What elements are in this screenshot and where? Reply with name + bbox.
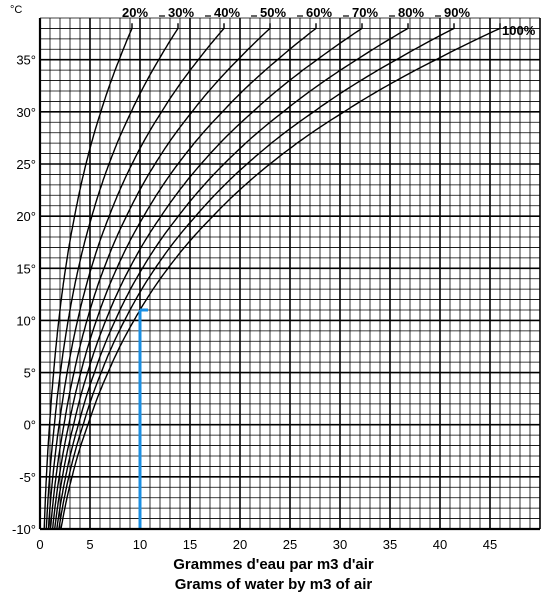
- series-label-80: 80%: [398, 5, 424, 20]
- series-label-70: 70%: [352, 5, 378, 20]
- x-tick-label: 10: [133, 537, 147, 552]
- x-axis-title-french: Grammes d'eau par m3 d'air: [173, 556, 374, 573]
- y-tick-label: -10°: [12, 522, 36, 537]
- y-tick-label: -5°: [19, 470, 36, 485]
- unit-label: °C: [10, 4, 22, 16]
- x-axis-title-english: Grams of water by m3 of air: [174, 576, 373, 593]
- x-tick-label: 35: [383, 537, 397, 552]
- y-tick-label: 0°: [24, 418, 36, 433]
- series-label-90: 90%: [444, 5, 470, 20]
- y-tick-label: 25°: [16, 157, 36, 172]
- humidity-curve-100: [60, 23, 501, 530]
- y-tick-label: 15°: [16, 261, 36, 276]
- x-tick-label: 5: [86, 537, 93, 552]
- humidity-curve-60: [51, 23, 317, 530]
- series-label-50: 50%: [260, 5, 286, 20]
- y-tick-label: 20°: [16, 209, 36, 224]
- chart-curves: [43, 23, 501, 530]
- series-label-40: 40%: [214, 5, 240, 20]
- x-tick-label: 15: [183, 537, 197, 552]
- series-label-30: 30%: [168, 5, 194, 20]
- humidity-curve-50: [49, 23, 271, 530]
- humidity-curve-70: [54, 23, 363, 530]
- humidity-curve-40: [47, 23, 225, 530]
- chart-axes: [38, 18, 540, 531]
- humidity-curve-80: [56, 23, 409, 530]
- y-tick-label: 5°: [24, 366, 36, 381]
- humidity-curve-90: [58, 23, 455, 530]
- series-label-20: 20%: [122, 5, 148, 20]
- x-tick-label: 40: [433, 537, 447, 552]
- y-tick-label: 30°: [16, 105, 36, 120]
- x-tick-label: 30: [333, 537, 347, 552]
- y-tick-label: 10°: [16, 313, 36, 328]
- highlight-group: [138, 308, 148, 529]
- humidity-curve-20: [43, 23, 133, 530]
- series-label-100: 100%: [502, 23, 536, 38]
- x-tick-label: 20: [233, 537, 247, 552]
- chart-labels: 20% 30% 40% 50% 60% 70% 80% 90% 100% 0 5 10 15 20 25 30…: [10, 4, 536, 552]
- series-label-60: 60%: [306, 5, 332, 20]
- x-tick-label: 0: [36, 537, 43, 552]
- y-tick-label: 35°: [16, 53, 36, 68]
- x-tick-label: 25: [283, 537, 297, 552]
- x-tick-label: 45: [483, 537, 497, 552]
- humidity-curve-30: [45, 23, 179, 530]
- chart-grid: [39, 17, 541, 530]
